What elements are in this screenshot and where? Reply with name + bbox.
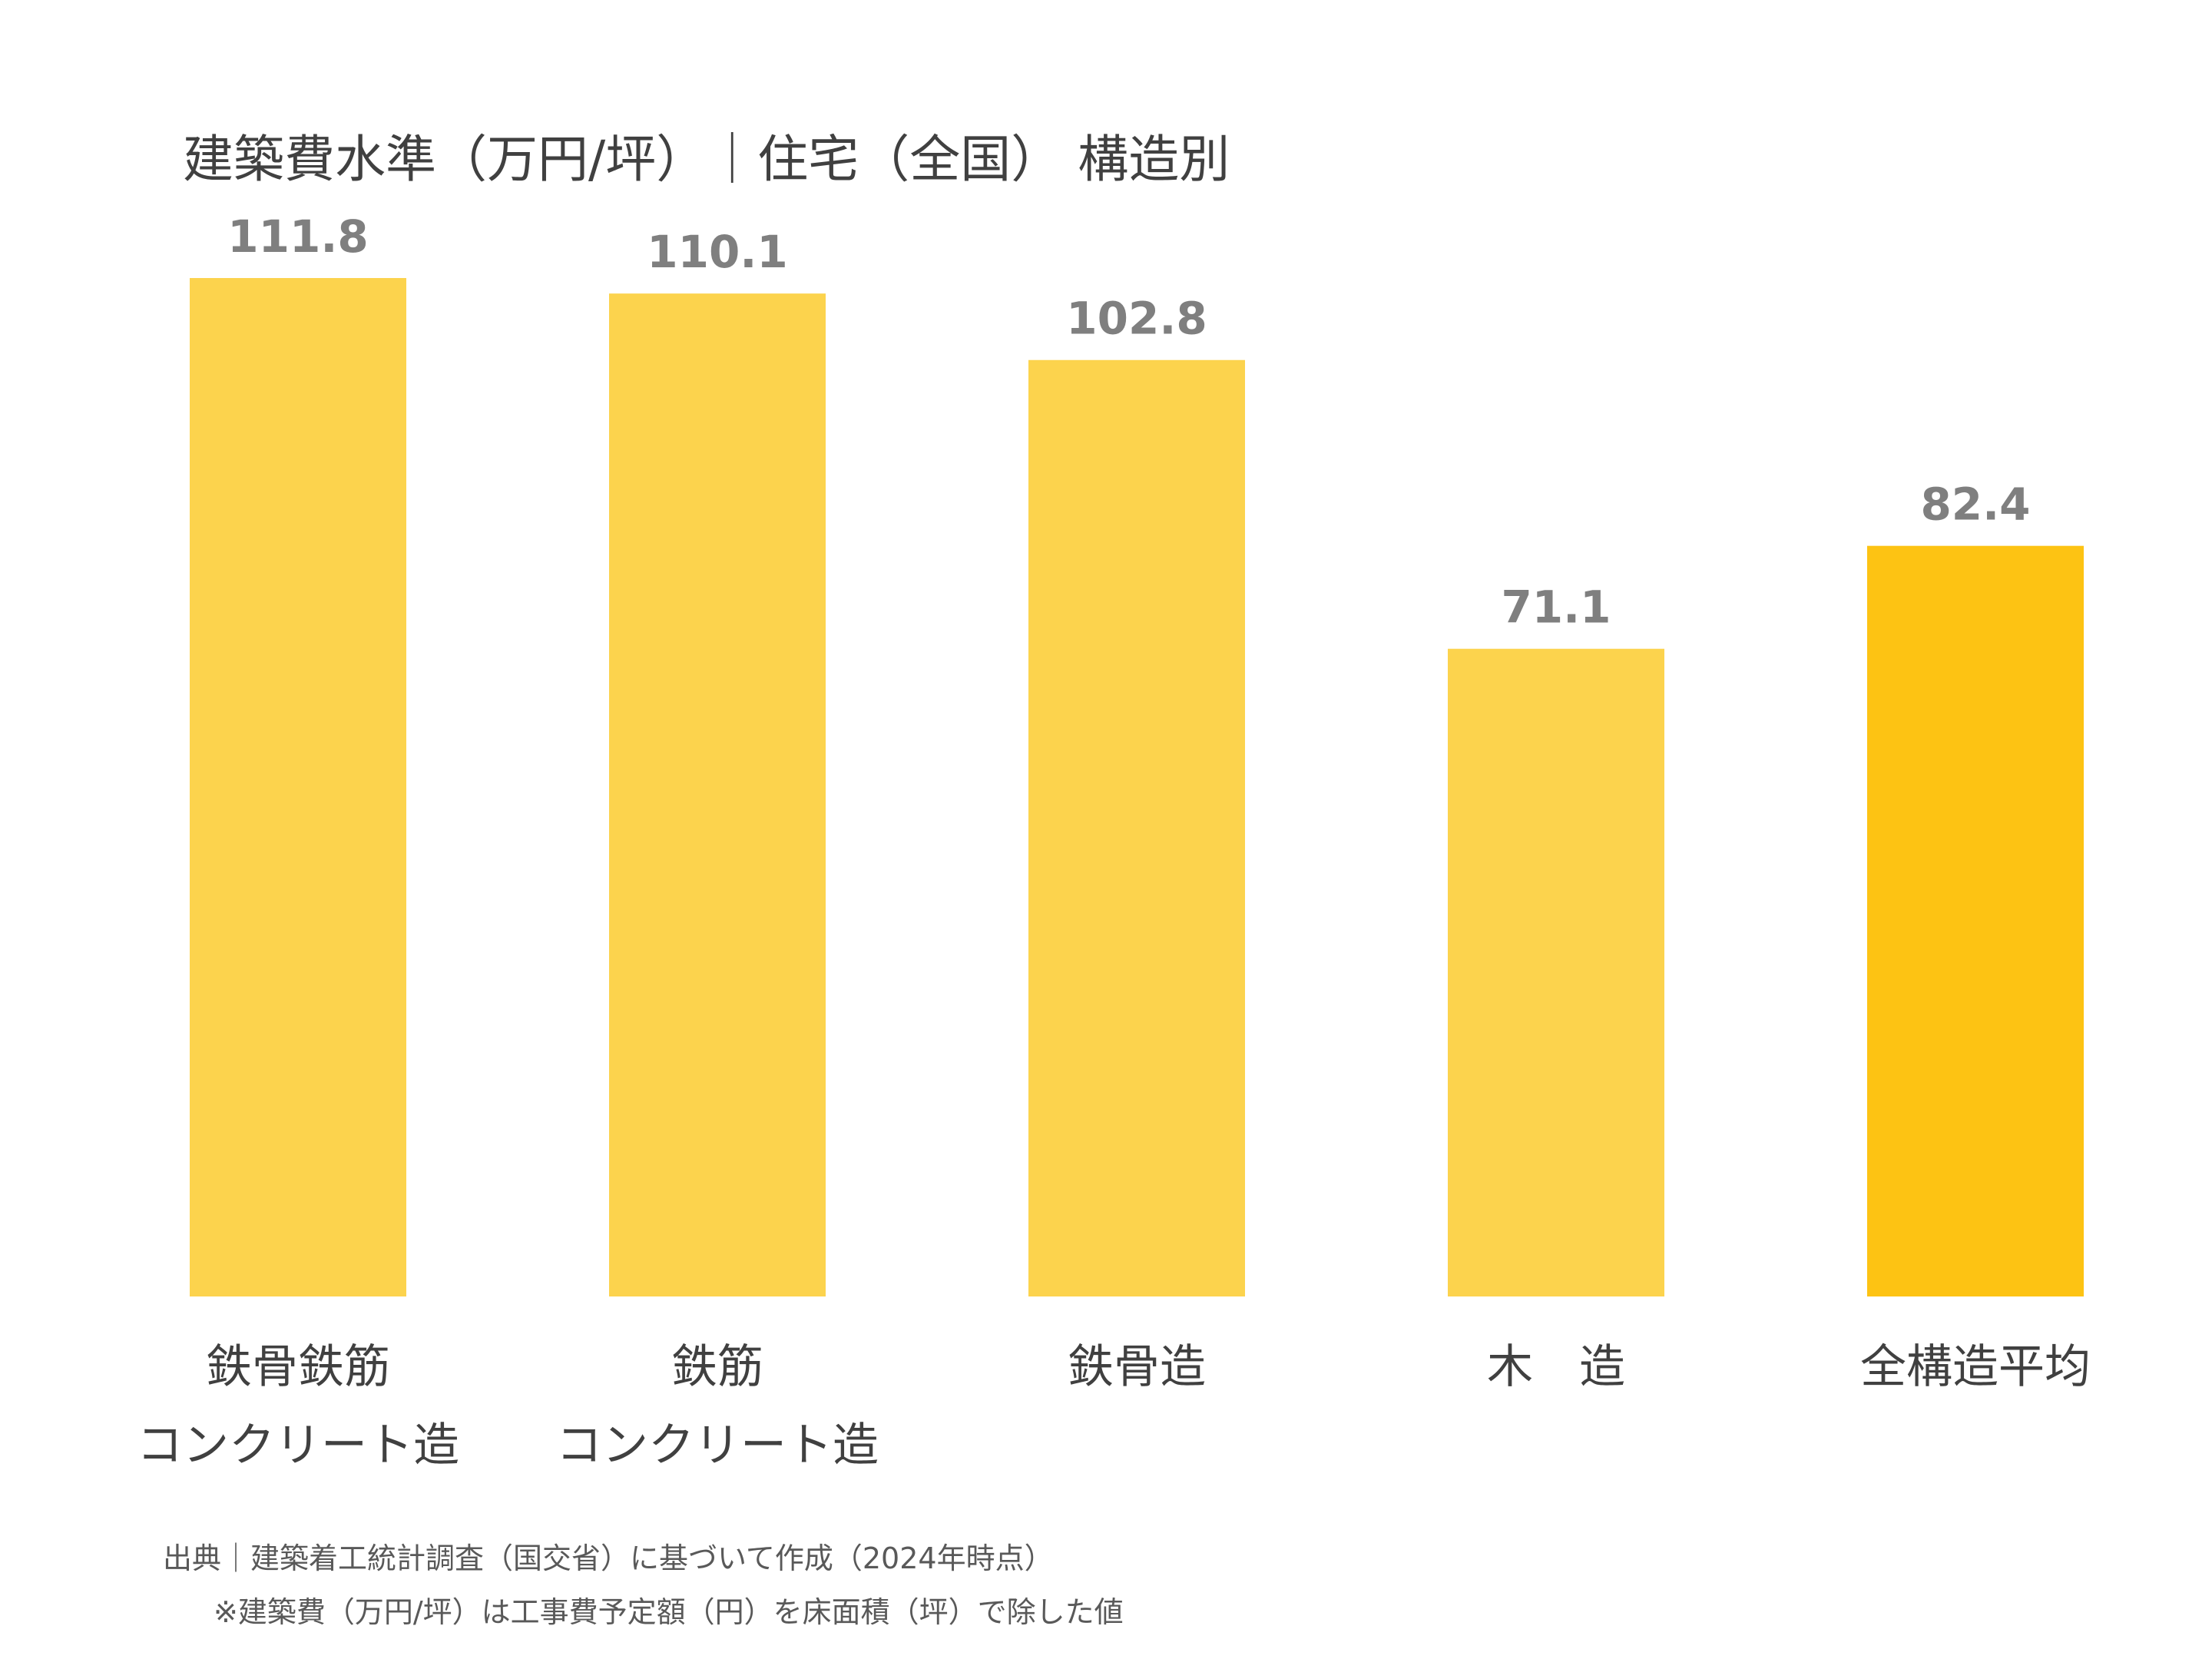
value-label-4: 82.4	[1920, 478, 2030, 531]
bar-3	[1448, 648, 1664, 1296]
value-label-2: 102.8	[1066, 293, 1207, 345]
category-label-1-line-1: コンクリート造	[556, 1419, 879, 1472]
bar-4	[1867, 545, 2084, 1296]
category-label-0-line-0: 鉄骨鉄筋	[206, 1340, 390, 1394]
category-label-3-line-0: 木 造	[1487, 1340, 1625, 1394]
chart-title: 建築費水準（万円/坪）｜住宅（全国） 構造別	[183, 130, 1230, 189]
category-label-0-line-1: コンクリート造	[137, 1419, 459, 1472]
bars-group	[190, 278, 2084, 1297]
source-note: 出典｜建築着工統計調査（国交省）に基づいて作成（2024年時点）	[163, 1541, 1054, 1575]
category-label-1-line-0: 鉄筋	[671, 1340, 763, 1394]
value-label-0: 111.8	[227, 210, 368, 263]
remark-note: ※建築費（万円/坪）は工事費予定額（円）を床面積（坪）で除した値	[214, 1595, 1124, 1629]
category-label-4-line-0: 全構造平均	[1860, 1340, 2091, 1394]
value-labels-group: 111.8 110.1 102.8 71.1 82.4	[227, 210, 2030, 634]
category-label-2-line-0: 鉄骨造	[1068, 1340, 1206, 1394]
bar-0	[190, 278, 406, 1296]
bar-1	[609, 293, 826, 1296]
category-labels-group: 鉄骨鉄筋コンクリート造鉄筋コンクリート造鉄骨造木 造全構造平均	[137, 1340, 2091, 1472]
value-label-1: 110.1	[647, 226, 787, 278]
bar-2	[1028, 359, 1245, 1297]
value-label-3: 71.1	[1501, 581, 1611, 634]
